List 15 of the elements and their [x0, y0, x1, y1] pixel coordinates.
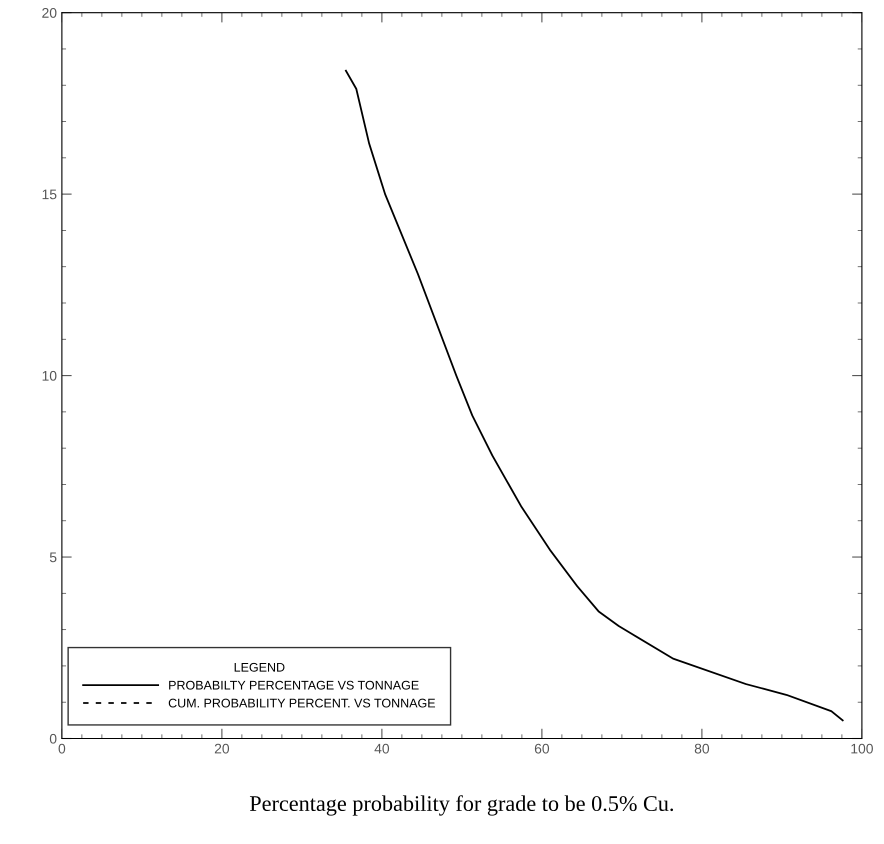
y-tick-label: 5 [50, 552, 56, 562]
x-tick-label: 20 [214, 744, 230, 754]
y-tick-label: 10 [42, 370, 56, 381]
y-tick-label: 0 [50, 734, 56, 744]
y-tick-label: 20 [42, 8, 56, 18]
legend-label: CUM. PROBABILITY PERCENT. VS TONNAGE [168, 698, 436, 708]
x-tick-label: 0 [58, 744, 66, 754]
x-tick-label: 40 [374, 744, 390, 754]
x-tick-label: 60 [534, 744, 550, 754]
x-tick-label: 80 [694, 744, 710, 754]
x-tick-label: 100 [851, 744, 873, 754]
x-axis-title: Percentage probability for grade to be 0.5% Cu. [250, 795, 674, 816]
legend-title: LEGEND [234, 662, 284, 672]
text: PROBABILTY PERCENTAGE VS TONNAGE [169, 680, 419, 690]
y-tick-label: 15 [42, 190, 56, 200]
